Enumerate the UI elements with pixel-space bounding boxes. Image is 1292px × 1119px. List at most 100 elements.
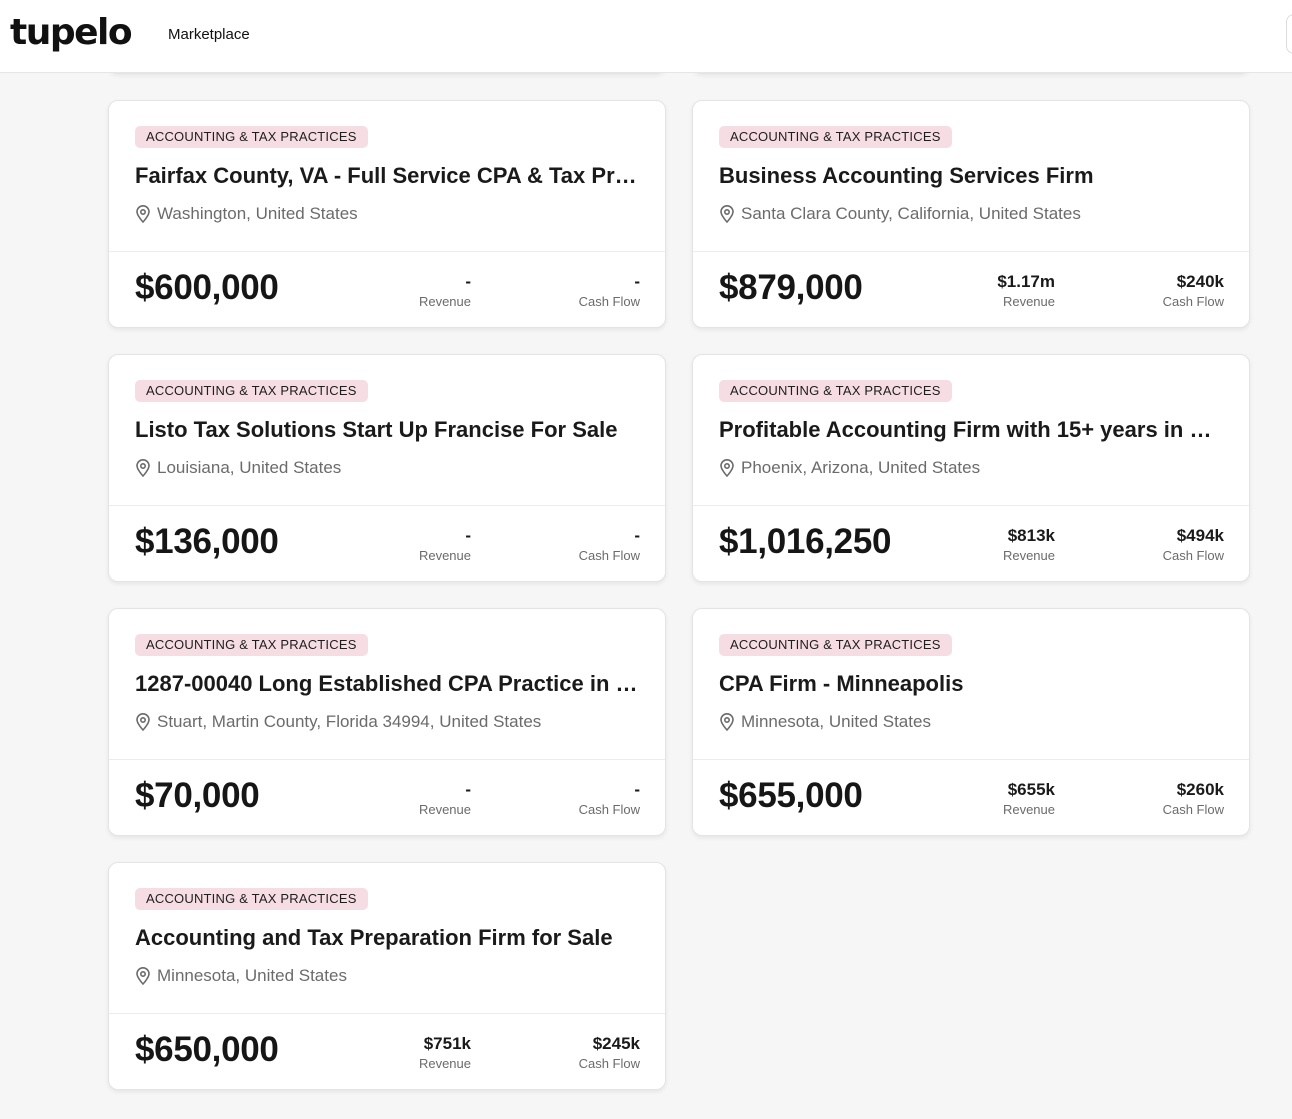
revenue-label: Revenue: [1002, 294, 1055, 309]
asking-price: $600,000: [135, 268, 279, 307]
location-text: Stuart, Martin County, Florida 34994, Un…: [157, 712, 542, 731]
card-divider: [693, 759, 1249, 760]
map-pin-icon: [135, 713, 151, 731]
asking-price: $650,000: [135, 1030, 279, 1069]
listing-title[interactable]: Accounting and Tax Preparation Firm for …: [135, 925, 613, 950]
cash-flow-label: Cash Flow: [1162, 802, 1224, 817]
revenue-label: Revenue: [418, 802, 471, 817]
cash-flow-label: Cash Flow: [578, 294, 640, 309]
listing-title[interactable]: Business Accounting Services Firm: [719, 163, 1094, 188]
listing-title[interactable]: Fairfax County, VA - Full Service CPA & …: [135, 163, 641, 188]
tupelo-logo[interactable]: tupelo: [10, 12, 133, 53]
revenue-metric: - Revenue: [419, 525, 471, 563]
listing-location: Santa Clara County, California, United S…: [719, 203, 1229, 225]
listing-card[interactable]: ACCOUNTING & TAX PRACTICES CPA Firm - Mi…: [692, 608, 1250, 836]
location-text: Louisiana, United States: [157, 458, 342, 477]
header-control-edge[interactable]: [1286, 14, 1292, 54]
cash-flow-value: $245k: [592, 1034, 640, 1053]
revenue-label: Revenue: [418, 294, 471, 309]
listing-card[interactable]: ACCOUNTING & TAX PRACTICES Fairfax Count…: [108, 100, 666, 328]
category-badge: ACCOUNTING & TAX PRACTICES: [135, 380, 368, 402]
listing-card-header: ACCOUNTING & TAX PRACTICES Listo Tax Sol…: [109, 355, 665, 505]
card-divider: [109, 1013, 665, 1014]
revenue-value: $1.17m: [997, 272, 1055, 291]
nav-marketplace-link[interactable]: Marketplace: [168, 26, 250, 43]
category-badge: ACCOUNTING & TAX PRACTICES: [719, 126, 952, 148]
revenue-metric: - Revenue: [419, 779, 471, 817]
map-pin-icon: [719, 205, 735, 223]
listing-card-header: ACCOUNTING & TAX PRACTICES CPA Firm - Mi…: [693, 609, 1249, 759]
location-text: Santa Clara County, California, United S…: [741, 204, 1081, 223]
revenue-metric: $751k Revenue: [419, 1033, 471, 1071]
map-pin-icon: [719, 459, 735, 477]
listing-title[interactable]: Profitable Accounting Firm with 15+ year…: [719, 417, 1225, 442]
location-text: Minnesota, United States: [157, 966, 347, 985]
map-pin-icon: [135, 205, 151, 223]
listing-location: Phoenix, Arizona, United States: [719, 457, 1229, 479]
cash-flow-label: Cash Flow: [1162, 548, 1224, 563]
category-badge: ACCOUNTING & TAX PRACTICES: [719, 380, 952, 402]
cash-flow-metric: $245k Cash Flow: [579, 1033, 640, 1071]
cash-flow-metric: - Cash Flow: [579, 525, 640, 563]
revenue-value: $813k: [1007, 526, 1055, 545]
cash-flow-value: -: [634, 526, 640, 545]
revenue-metric: $655k Revenue: [1003, 779, 1055, 817]
category-badge: ACCOUNTING & TAX PRACTICES: [135, 888, 368, 910]
revenue-value: -: [465, 272, 471, 291]
listing-location: Louisiana, United States: [135, 457, 645, 479]
card-divider: [693, 251, 1249, 252]
revenue-value: -: [465, 780, 471, 799]
cash-flow-label: Cash Flow: [1162, 294, 1224, 309]
map-pin-icon: [135, 459, 151, 477]
location-text: Minnesota, United States: [741, 712, 931, 731]
cash-flow-metric: $494k Cash Flow: [1163, 525, 1224, 563]
cash-flow-value: $260k: [1176, 780, 1224, 799]
map-pin-icon: [719, 713, 735, 731]
category-badge: ACCOUNTING & TAX PRACTICES: [719, 634, 952, 656]
listing-card-header: ACCOUNTING & TAX PRACTICES Profitable Ac…: [693, 355, 1249, 505]
listing-card-header: ACCOUNTING & TAX PRACTICES Fairfax Count…: [109, 101, 665, 251]
asking-price: $70,000: [135, 776, 260, 815]
asking-price: $136,000: [135, 522, 279, 561]
cash-flow-value: $494k: [1176, 526, 1224, 545]
cash-flow-label: Cash Flow: [578, 1056, 640, 1071]
listing-card[interactable]: ACCOUNTING & TAX PRACTICES Profitable Ac…: [692, 354, 1250, 582]
category-badge: ACCOUNTING & TAX PRACTICES: [135, 634, 368, 656]
location-text: Washington, United States: [157, 204, 358, 223]
revenue-label: Revenue: [418, 548, 471, 563]
card-divider: [109, 251, 665, 252]
listing-card[interactable]: ACCOUNTING & TAX PRACTICES Accounting an…: [108, 862, 666, 1090]
listing-card[interactable]: ACCOUNTING & TAX PRACTICES 1287-00040 Lo…: [108, 608, 666, 836]
listing-grid: ACCOUNTING & TAX PRACTICES Fairfax Count…: [108, 100, 1250, 1092]
listing-card-header: ACCOUNTING & TAX PRACTICES Accounting an…: [109, 863, 665, 1013]
revenue-label: Revenue: [418, 1056, 471, 1071]
listing-title[interactable]: Listo Tax Solutions Start Up Francise Fo…: [135, 417, 618, 442]
listing-location: Washington, United States: [135, 203, 645, 225]
location-text: Phoenix, Arizona, United States: [741, 458, 981, 477]
listing-card[interactable]: ACCOUNTING & TAX PRACTICES Listo Tax Sol…: [108, 354, 666, 582]
listing-card[interactable]: ACCOUNTING & TAX PRACTICES Business Acco…: [692, 100, 1250, 328]
card-divider: [693, 505, 1249, 506]
listing-location: Minnesota, United States: [135, 965, 645, 987]
cash-flow-label: Cash Flow: [578, 548, 640, 563]
card-divider: [109, 759, 665, 760]
revenue-value: $655k: [1007, 780, 1055, 799]
revenue-label: Revenue: [1002, 802, 1055, 817]
listing-card-header: ACCOUNTING & TAX PRACTICES Business Acco…: [693, 101, 1249, 251]
asking-price: $879,000: [719, 268, 863, 307]
revenue-label: Revenue: [1002, 548, 1055, 563]
listing-title[interactable]: CPA Firm - Minneapolis: [719, 671, 964, 696]
asking-price: $1,016,250: [719, 522, 892, 561]
revenue-value: -: [465, 526, 471, 545]
cash-flow-metric: - Cash Flow: [579, 271, 640, 309]
listing-title[interactable]: 1287-00040 Long Established CPA Practice…: [135, 671, 641, 696]
cash-flow-metric: $240k Cash Flow: [1163, 271, 1224, 309]
cash-flow-label: Cash Flow: [578, 802, 640, 817]
cash-flow-value: -: [634, 272, 640, 291]
category-badge: ACCOUNTING & TAX PRACTICES: [135, 126, 368, 148]
card-divider: [109, 505, 665, 506]
asking-price: $655,000: [719, 776, 863, 815]
revenue-metric: - Revenue: [419, 271, 471, 309]
cash-flow-value: -: [634, 780, 640, 799]
revenue-value: $751k: [423, 1034, 471, 1053]
